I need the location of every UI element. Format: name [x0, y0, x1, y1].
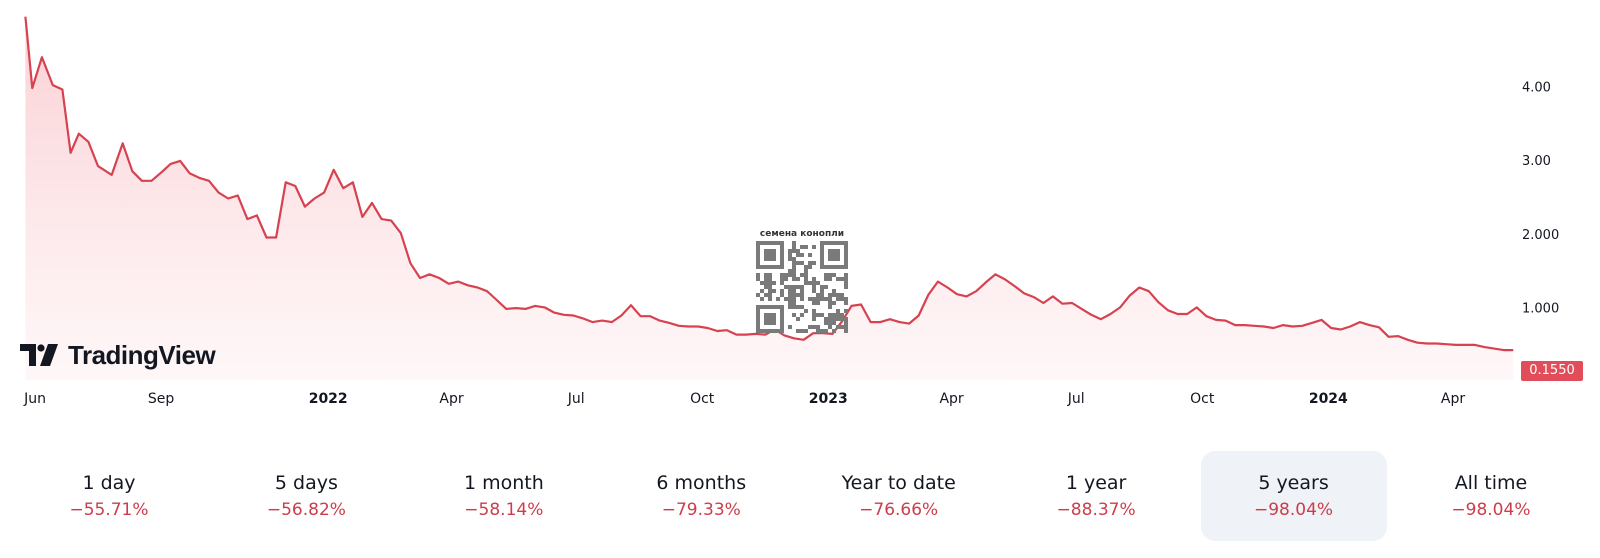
period-label: 5 days: [274, 472, 338, 494]
watermark-caption: семена конопли: [759, 229, 845, 239]
period-change: −58.14%: [464, 500, 544, 520]
period-label: All time: [1454, 472, 1528, 494]
y-axis: 4.00 3.00 2.000 1.000: [1522, 81, 1559, 317]
x-tick-label: 2024: [1309, 391, 1348, 407]
performance-periods: 1 day −55.71% 5 days −56.82% 1 month −58…: [16, 451, 1584, 541]
period-change: −56.82%: [266, 500, 346, 520]
x-tick-label: Jul: [567, 391, 585, 407]
period-5-days[interactable]: 5 days −56.82%: [213, 451, 399, 541]
qr-watermark: семена конопли: [756, 229, 848, 337]
x-tick-label: Sep: [148, 391, 175, 407]
tradingview-logo-text: TradingView: [68, 339, 216, 370]
period-1-day[interactable]: 1 day −55.71%: [16, 451, 202, 541]
x-tick-label: 2023: [809, 391, 848, 407]
period-all-time[interactable]: All time −98.04%: [1398, 451, 1584, 541]
period-label: 6 months: [656, 472, 747, 494]
y-tick-label: 3.00: [1522, 154, 1551, 169]
x-tick-label: Oct: [690, 391, 715, 407]
last-price-label: 0.1550: [1521, 361, 1583, 381]
period-change: −55.71%: [69, 500, 149, 520]
period-1-year[interactable]: 1 year −88.37%: [1003, 451, 1189, 541]
y-tick-label: 2.000: [1522, 228, 1559, 243]
period-1-month[interactable]: 1 month −58.14%: [411, 451, 597, 541]
period-label: Year to date: [841, 472, 956, 494]
x-tick-label: Apr: [1441, 391, 1465, 407]
period-change: −76.66%: [859, 500, 939, 520]
x-axis: Jun Sep 2022 Apr Jul Oct 2023 Apr Jul Oct 2024 Apr: [23, 391, 1465, 407]
x-tick-label: Apr: [439, 391, 463, 407]
qr-code-icon: [756, 241, 848, 333]
y-tick-label: 4.00: [1522, 81, 1551, 96]
x-tick-label: Oct: [1190, 391, 1215, 407]
period-label: 5 years: [1258, 472, 1329, 494]
period-year-to-date[interactable]: Year to date −76.66%: [806, 451, 992, 541]
period-change: −98.04%: [1451, 500, 1531, 520]
x-tick-label: Apr: [939, 391, 963, 407]
period-change: −98.04%: [1253, 500, 1334, 520]
period-label: 1 day: [82, 472, 136, 494]
x-tick-label: Jul: [1067, 391, 1085, 407]
period-label: 1 year: [1065, 472, 1127, 494]
period-label: 1 month: [463, 472, 544, 494]
x-tick-label: 2022: [309, 391, 348, 407]
tradingview-logo-icon: [20, 344, 58, 366]
period-change: −79.33%: [661, 500, 741, 520]
period-6-months[interactable]: 6 months −79.33%: [608, 451, 794, 541]
x-tick-label: Jun: [23, 391, 46, 407]
price-chart: 4.00 3.00 2.000 1.000 Jun Sep 2022 Apr Jul Oct 20…: [23, 16, 1559, 407]
tradingview-logo[interactable]: TradingView: [20, 339, 216, 370]
period-5-years[interactable]: 5 years −98.04%: [1200, 451, 1387, 541]
y-tick-label: 1.000: [1522, 301, 1559, 316]
period-change: −88.37%: [1056, 500, 1136, 520]
